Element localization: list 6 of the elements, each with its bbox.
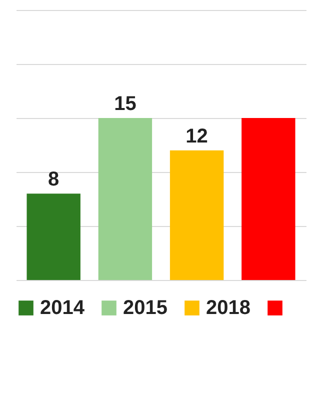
data-label: 12: [186, 125, 208, 148]
legend-label: 2014: [40, 297, 86, 319]
data-label: 8: [48, 168, 60, 191]
data-label: 15: [114, 93, 136, 115]
legend-label: 2015: [123, 297, 168, 319]
legend-label: 2018: [206, 297, 250, 319]
